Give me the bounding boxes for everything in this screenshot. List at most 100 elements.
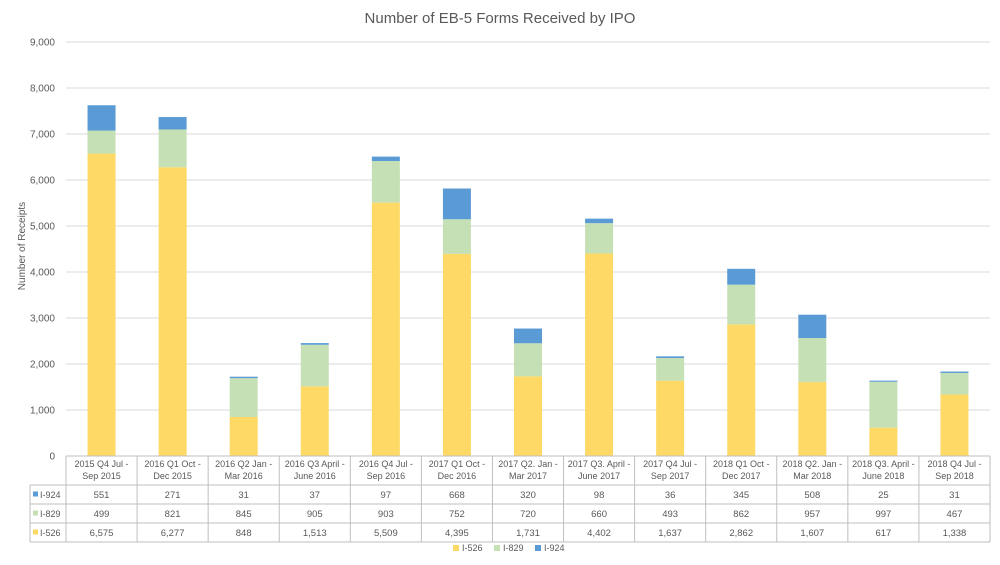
bar-i-526-11 <box>869 427 898 456</box>
category-label: 2016 Q4 Jul - <box>359 459 413 469</box>
data-label: 345 <box>733 490 749 501</box>
legend-label: I-829 <box>503 543 524 553</box>
data-label: 1,637 <box>658 528 682 539</box>
data-label: 821 <box>165 509 181 520</box>
legend-swatch-i-526 <box>453 545 459 551</box>
row-key-i-829 <box>33 510 38 516</box>
bar-i-526-0 <box>87 153 116 457</box>
bar-i-829-5 <box>442 219 471 254</box>
category-label: Dec 2017 <box>722 471 761 481</box>
category-label: 2017 Q3. April - <box>568 459 631 469</box>
data-label: 862 <box>733 509 749 520</box>
category-label: 2017 Q4 Jul - <box>643 459 697 469</box>
legend-swatch-i-924 <box>535 545 541 551</box>
y-tick-label: 3,000 <box>30 314 55 325</box>
data-label: 845 <box>236 509 252 520</box>
bar-i-526-2 <box>229 416 258 456</box>
legend-swatch-i-829 <box>494 545 500 551</box>
data-label: 37 <box>309 490 320 501</box>
row-label: I-526 <box>40 528 61 538</box>
bar-i-829-2 <box>229 378 258 417</box>
category-label: 2018 Q1 Oct - <box>713 459 770 469</box>
bar-i-924-8 <box>656 356 685 359</box>
category-label: 2015 Q4 Jul - <box>75 459 129 469</box>
bar-i-829-6 <box>514 343 542 377</box>
data-label: 36 <box>665 490 676 501</box>
data-label: 957 <box>804 509 820 520</box>
row-key-i-924 <box>33 491 38 497</box>
data-label: 4,402 <box>587 528 611 539</box>
row-label: I-924 <box>40 490 61 500</box>
bar-i-526-12 <box>940 394 969 456</box>
category-label: 2016 Q1 Oct - <box>144 459 201 469</box>
bar-i-829-3 <box>300 344 329 387</box>
category-label: 2016 Q2 Jan - <box>215 459 272 469</box>
legend-label: I-526 <box>462 543 483 553</box>
data-label: 2,862 <box>729 528 753 539</box>
y-tick-label: 6,000 <box>30 176 55 187</box>
bar-i-924-9 <box>727 268 756 285</box>
bar-i-526-5 <box>442 253 471 456</box>
data-label: 97 <box>381 490 392 501</box>
bar-i-526-9 <box>727 324 756 456</box>
category-label: Mar 2018 <box>793 471 831 481</box>
y-tick-label: 7,000 <box>30 130 55 141</box>
data-label: 905 <box>307 509 323 520</box>
category-label: 2018 Q2. Jan - <box>783 459 843 469</box>
bar-i-924-4 <box>371 156 400 162</box>
y-tick-label: 0 <box>49 452 55 463</box>
bar-i-829-8 <box>656 358 685 381</box>
legend: I-526 I-829 I-924 <box>453 543 565 553</box>
bar-i-924-12 <box>940 371 969 373</box>
y-axis-title: Number of Receipts <box>17 202 28 290</box>
y-tick-label: 4,000 <box>30 268 55 279</box>
bar-i-924-5 <box>442 188 471 220</box>
data-label: 720 <box>520 509 536 520</box>
legend-label: I-924 <box>544 543 565 553</box>
category-label: 2017 Q2. Jan - <box>498 459 558 469</box>
bar-i-829-10 <box>798 338 827 383</box>
data-label: 1,338 <box>943 528 967 539</box>
bar-i-924-1 <box>158 117 187 130</box>
bar-i-526-8 <box>656 380 685 456</box>
data-label: 31 <box>949 490 960 501</box>
bar-i-829-9 <box>727 284 756 325</box>
category-label: 2017 Q1 Oct - <box>429 459 486 469</box>
data-label: 668 <box>449 490 465 501</box>
data-label: 467 <box>947 509 963 520</box>
category-label: 2018 Q4 Jul - <box>927 459 981 469</box>
data-label: 903 <box>378 509 394 520</box>
data-label: 31 <box>238 490 249 501</box>
data-label: 493 <box>662 509 678 520</box>
category-label: Mar 2017 <box>509 471 547 481</box>
data-label: 320 <box>520 490 536 501</box>
category-label: June 2018 <box>862 471 904 481</box>
data-label: 499 <box>94 509 110 520</box>
category-label: 2016 Q3 April - <box>285 459 345 469</box>
data-label: 1,513 <box>303 528 327 539</box>
data-label: 617 <box>875 528 891 539</box>
bar-i-924-7 <box>585 218 614 224</box>
data-table: 2015 Q4 Jul - Sep 2015 2016 Q1 Oct - Dec 20… <box>29 455 991 543</box>
category-label: Mar 2016 <box>225 471 263 481</box>
category-label: Sep 2018 <box>935 471 974 481</box>
bar-i-924-10 <box>798 314 827 339</box>
data-label: 25 <box>878 490 889 501</box>
category-label: Sep 2016 <box>367 471 406 481</box>
bar-i-526-3 <box>300 386 329 456</box>
bar-i-924-11 <box>869 380 898 382</box>
y-tick-label: 2,000 <box>30 360 55 371</box>
bar-i-829-12 <box>940 372 969 395</box>
category-label: Sep 2015 <box>82 471 121 481</box>
category-label: June 2017 <box>578 471 620 481</box>
bars <box>87 105 969 457</box>
data-label: 997 <box>875 509 891 520</box>
bar-i-526-6 <box>514 376 542 456</box>
bar-i-829-7 <box>585 223 614 254</box>
chart-title: Number of EB-5 Forms Received by IPO <box>365 10 636 27</box>
data-label: 5,509 <box>374 528 398 539</box>
category-label: 2018 Q3. April - <box>852 459 915 469</box>
category-label: Sep 2017 <box>651 471 690 481</box>
